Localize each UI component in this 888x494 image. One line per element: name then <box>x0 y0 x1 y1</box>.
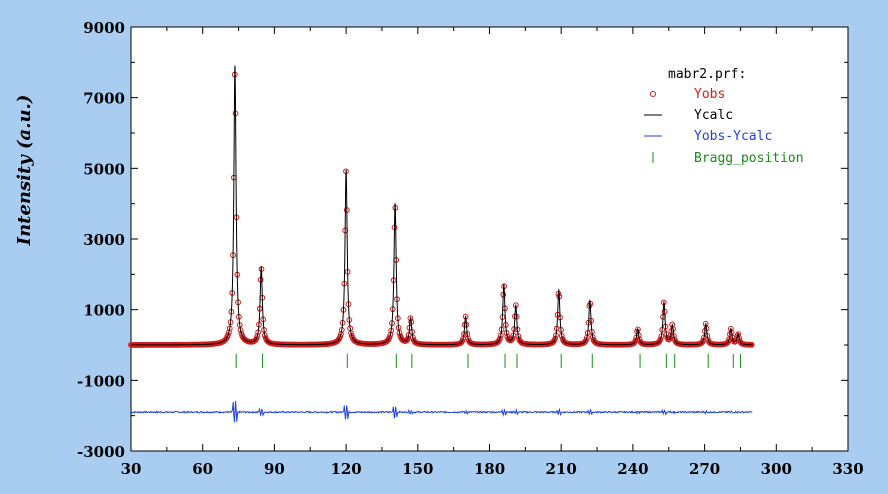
x-tick-label: 30 <box>121 460 142 478</box>
y-tick-label: -3000 <box>77 443 125 461</box>
series-yobs-ycalc-line <box>130 400 753 423</box>
y-tick-label: 9000 <box>83 19 125 37</box>
legend-yobs-marker <box>650 91 656 97</box>
x-tick-label: 210 <box>546 460 577 478</box>
y-tick-label: 5000 <box>83 160 125 178</box>
x-tick-label: 90 <box>264 460 285 478</box>
y-axis-label: Intensity (a.u.) <box>14 95 35 247</box>
x-tick-label: 240 <box>617 460 648 478</box>
series-ycalc-line <box>131 65 753 346</box>
y-tick-label: 3000 <box>83 231 125 249</box>
y-tick-label: 1000 <box>83 302 125 320</box>
x-tick-label: 270 <box>689 460 720 478</box>
x-tick-label: 120 <box>330 460 361 478</box>
legend-yobs-label: Yobs <box>694 87 725 102</box>
plot-area <box>130 26 849 452</box>
x-tick-label: 330 <box>832 460 863 478</box>
legend-bragg-label: Bragg_position <box>694 151 804 166</box>
x-tick-label: 150 <box>402 460 433 478</box>
x-tick-label: 60 <box>192 460 213 478</box>
x-tick-label: 300 <box>761 460 792 478</box>
legend-ycalc-label: Ycalc <box>694 108 733 123</box>
y-tick-label: -1000 <box>77 372 125 390</box>
axis-ticks <box>130 26 849 452</box>
legend-diff-label: Yobs-Ycalc <box>694 129 772 144</box>
bragg-ticks <box>235 353 741 368</box>
y-tick-labels: -3000 -1000 1000 3000 5000 7000 9000 <box>77 19 125 461</box>
legend-title: mabr2.prf: <box>668 67 746 82</box>
x-tick-label: 180 <box>474 460 505 478</box>
legend: mabr2.prf: Yobs Ycalc Yobs-Ycalc Bragg_p… <box>644 67 804 166</box>
y-tick-label: 7000 <box>83 90 125 108</box>
x-tick-labels: 30 60 90 120 150 180 210 240 270 300 330 <box>121 460 864 478</box>
